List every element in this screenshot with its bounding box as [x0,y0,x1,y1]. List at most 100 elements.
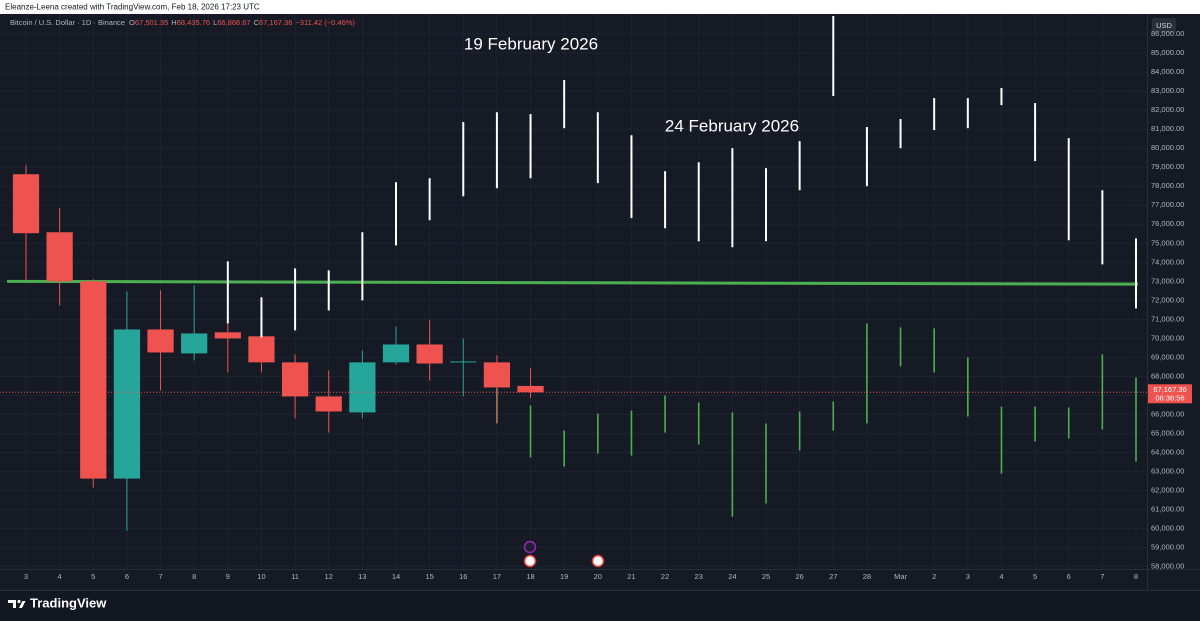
y-tick-label: 65,000.00 [1151,429,1184,438]
y-tick-label: 66,000.00 [1151,409,1184,418]
x-tick-label: 24 [728,572,736,581]
candle-body [80,281,107,479]
x-tick-label: 28 [863,572,871,581]
countdown: 06:36:56 [1155,393,1184,402]
x-tick-label: 26 [795,572,803,581]
logo-mark [19,601,26,608]
y-tick-label: 79,000.00 [1151,162,1184,171]
symbol: Bitcoin / U.S. Dollar · 1D · Binance [10,18,125,27]
currency-button[interactable] [1152,18,1176,33]
x-tick-label: 13 [358,572,366,581]
candle-body [12,174,40,234]
x-tick-label: 22 [661,572,669,581]
y-tick-label: 86,000.00 [1151,29,1184,38]
candle-body [315,396,342,412]
y-tick-label: 74,000.00 [1151,257,1184,266]
legend-key: C [254,18,260,27]
x-tick-label: 4 [58,572,62,581]
legend-value: 68,435.76 [177,18,210,27]
candle-body [113,329,141,479]
x-tick-label: 6 [125,572,129,581]
y-tick-label: 63,000.00 [1151,467,1184,476]
grid [0,14,1147,569]
x-tick-label: 27 [829,572,837,581]
y-tick-label: 75,000.00 [1151,238,1184,247]
x-tick-label: 7 [1100,572,1104,581]
logo-mark [17,599,21,604]
event-icon [591,554,605,568]
x-tick-label: 9 [226,572,230,581]
x-tick-label: 16 [459,572,467,581]
x-tick-label: 18 [526,572,534,581]
credit-bar [0,0,1200,14]
x-tick-label: 15 [425,572,433,581]
x-tick-label: 7 [158,572,162,581]
x-tick-label: 11 [291,572,299,581]
y-tick-label: 82,000.00 [1151,105,1184,114]
y-tick-label: 80,000.00 [1151,143,1184,152]
legend-change: −311.42 (−0.46%) [295,18,355,27]
annotation: 24 February 2026 [665,116,799,135]
y-tick-label: 61,000.00 [1151,505,1184,514]
candle-body [450,361,477,363]
y-tick-label: 85,000.00 [1151,48,1184,57]
brand: TradingView [30,595,107,610]
x-tick-label: 23 [695,572,703,581]
y-tick-label: 62,000.00 [1151,486,1184,495]
x-tick-label: 2 [932,572,936,581]
candle-body [181,333,208,354]
currency[interactable]: USD [1156,21,1172,30]
legend-key: O [129,18,135,27]
x-tick-label: 21 [627,572,635,581]
legend-value: 66,866.67 [217,18,250,27]
y-tick-label: 81,000.00 [1151,124,1184,133]
x-tick-label: 8 [192,572,196,581]
x-tick-label: 12 [325,572,333,581]
x-tick-label: 3 [966,572,970,581]
event-icon [523,540,537,554]
y-tick-label: 60,000.00 [1151,524,1184,533]
logo-mark [8,600,16,608]
candle-body [147,329,174,353]
chart-background [0,14,1200,590]
y-tick-label: 59,000.00 [1151,543,1184,552]
candle-body [382,344,410,363]
credit: Eleanze-Leena created with TradingView.c… [5,3,260,12]
legend-key: H [171,18,176,27]
level-line [6,279,1139,286]
candle-body [248,336,275,363]
annotation: 19 February 2026 [464,34,598,53]
y-tick-label: 77,000.00 [1151,200,1184,209]
legend-value: 67,167.36 [259,18,292,27]
x-tick-label: 19 [560,572,568,581]
y-tick-label: 58,000.00 [1151,562,1184,571]
x-tick-label: 10 [257,572,265,581]
event-icon [523,554,537,568]
y-tick-label: 76,000.00 [1151,219,1184,228]
x-tick-label: 5 [1033,572,1037,581]
footer [0,590,1200,621]
event-icons [523,540,605,568]
x-tick-label: 17 [493,572,501,581]
candle-body [46,232,73,282]
y-tick-label: 71,000.00 [1151,314,1184,323]
y-tick-label: 73,000.00 [1151,276,1184,285]
candle-body [416,344,443,364]
y-tick-label: 70,000.00 [1151,333,1184,342]
x-tick-label: 20 [594,572,602,581]
x-tick-label: 3 [24,572,28,581]
symbol-legend: Bitcoin / U.S. Dollar · 1D · Binance O67,… [10,18,355,27]
candle-body [214,332,241,339]
x-tick-label: 6 [1067,572,1071,581]
candle-body [483,362,511,388]
brand-logo [8,599,26,608]
last-price-box [1148,384,1192,404]
candle-body [517,385,544,393]
y-tick-label: 68,000.00 [1151,371,1184,380]
legend-key: L [213,18,217,27]
legend-value: 67,501.35 [135,18,168,27]
candle-body [281,362,309,397]
y-tick-label: 72,000.00 [1151,295,1184,304]
